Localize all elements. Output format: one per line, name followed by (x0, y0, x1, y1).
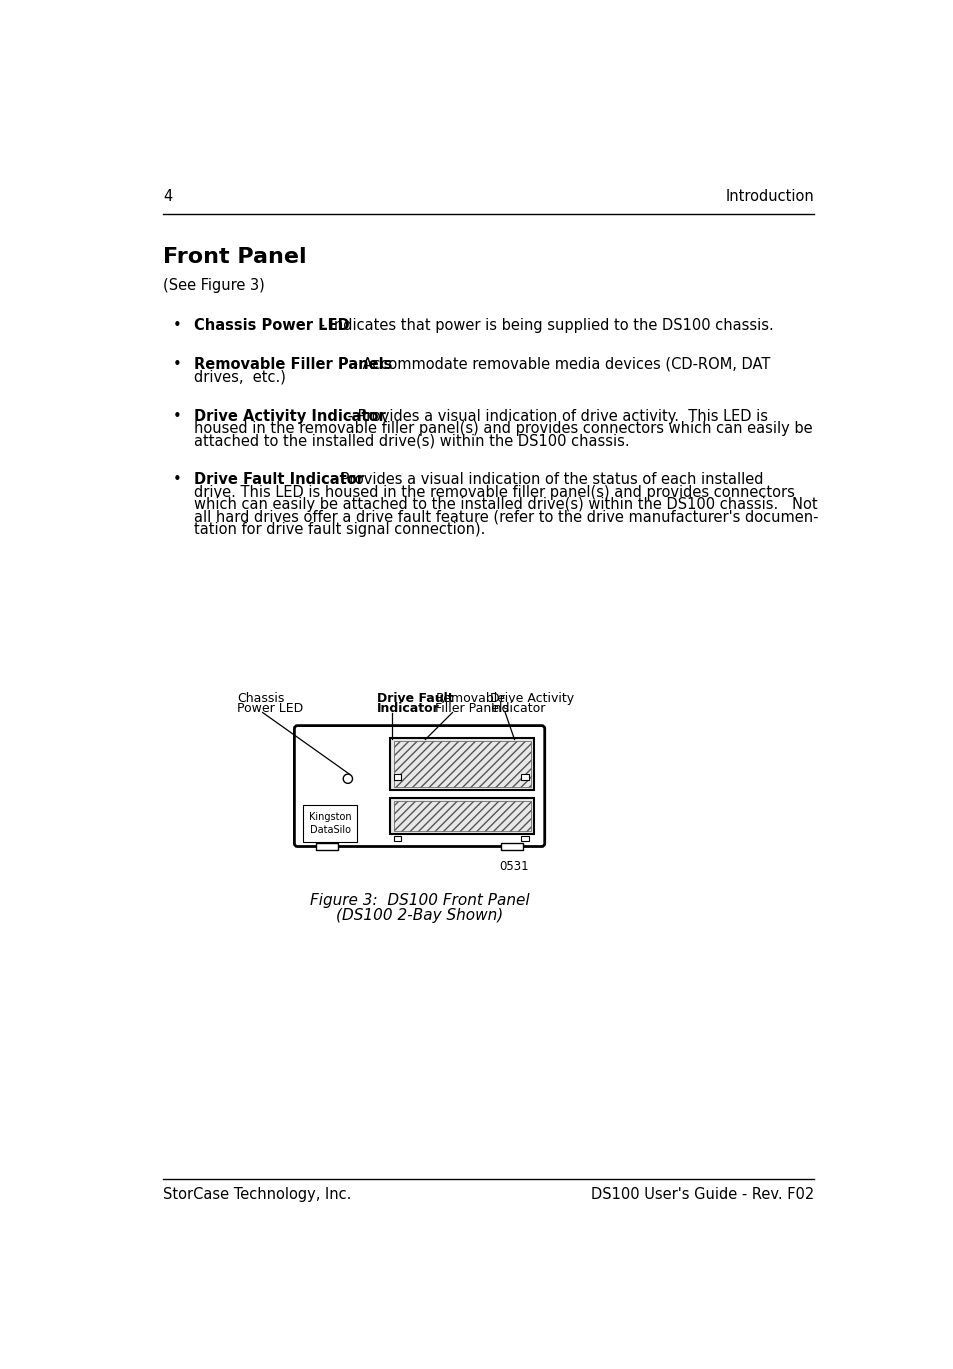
Text: (See Figure 3): (See Figure 3) (163, 278, 265, 293)
Text: which can easily be attached to the installed drive(s) within the DS100 chassis.: which can easily be attached to the inst… (194, 497, 817, 512)
Bar (521, 835, 529, 841)
Text: 4: 4 (163, 189, 172, 204)
Bar (394, 741, 530, 787)
Text: 0531: 0531 (498, 860, 528, 873)
Text: - Provides a visual indication of drive activity.  This LED is: - Provides a visual indication of drive … (343, 409, 767, 424)
Text: Removable: Removable (435, 691, 505, 705)
Text: Indicator: Indicator (377, 702, 439, 715)
Circle shape (343, 773, 353, 783)
Text: housed in the removable filler panel(s) and provides connectors which can easily: housed in the removable filler panel(s) … (194, 422, 812, 437)
Bar (390, 798, 534, 834)
Text: Figure 3:  DS100 Front Panel: Figure 3: DS100 Front Panel (310, 893, 529, 908)
Text: Removable Filler Panels: Removable Filler Panels (194, 357, 393, 372)
Text: •: • (172, 357, 182, 372)
Text: Drive Activity Indicator: Drive Activity Indicator (194, 409, 386, 424)
Text: Drive Activity: Drive Activity (490, 691, 574, 705)
Text: DS100 User's Guide - Rev. F02: DS100 User's Guide - Rev. F02 (591, 1187, 814, 1202)
Bar (315, 843, 337, 850)
Bar (390, 738, 534, 790)
Text: •: • (172, 409, 182, 424)
Bar (521, 773, 529, 779)
Text: Indicator: Indicator (490, 702, 545, 715)
Text: - Accommodate removable media devices (CD-ROM, DAT: - Accommodate removable media devices (C… (348, 357, 770, 372)
Text: Chassis: Chassis (236, 691, 284, 705)
Text: Introduction: Introduction (725, 189, 814, 204)
Text: drive. This LED is housed in the removable filler panel(s) and provides connecto: drive. This LED is housed in the removab… (194, 485, 795, 500)
Text: Power LED: Power LED (236, 702, 303, 715)
Text: Drive Fault: Drive Fault (377, 691, 454, 705)
Text: •: • (172, 318, 182, 333)
Bar (394, 801, 530, 831)
Text: drives,  etc.): drives, etc.) (194, 370, 286, 385)
Text: Filler Panels: Filler Panels (435, 702, 509, 715)
Text: all hard drives offer a drive fault feature (refer to the drive manufacturer's d: all hard drives offer a drive fault feat… (194, 509, 818, 524)
FancyBboxPatch shape (294, 726, 544, 846)
Text: Chassis Power LED: Chassis Power LED (194, 318, 350, 333)
Text: - Indicates that power is being supplied to the DS100 chassis.: - Indicates that power is being supplied… (314, 318, 773, 333)
Bar (394, 773, 401, 779)
Bar (500, 843, 522, 850)
Bar (394, 835, 401, 841)
Text: Drive Fault Indicator: Drive Fault Indicator (194, 472, 364, 487)
Text: (DS100 2-Bay Shown): (DS100 2-Bay Shown) (336, 908, 503, 923)
FancyBboxPatch shape (303, 805, 356, 842)
Text: tation for drive fault signal connection).: tation for drive fault signal connection… (194, 522, 485, 537)
Text: - Provides a visual indication of the status of each installed: - Provides a visual indication of the st… (326, 472, 762, 487)
Text: Front Panel: Front Panel (163, 248, 307, 267)
Text: Kingston
DataSilo: Kingston DataSilo (309, 812, 351, 835)
Text: StorCase Technology, Inc.: StorCase Technology, Inc. (163, 1187, 352, 1202)
Text: •: • (172, 472, 182, 487)
Text: attached to the installed drive(s) within the DS100 chassis.: attached to the installed drive(s) withi… (194, 434, 629, 449)
